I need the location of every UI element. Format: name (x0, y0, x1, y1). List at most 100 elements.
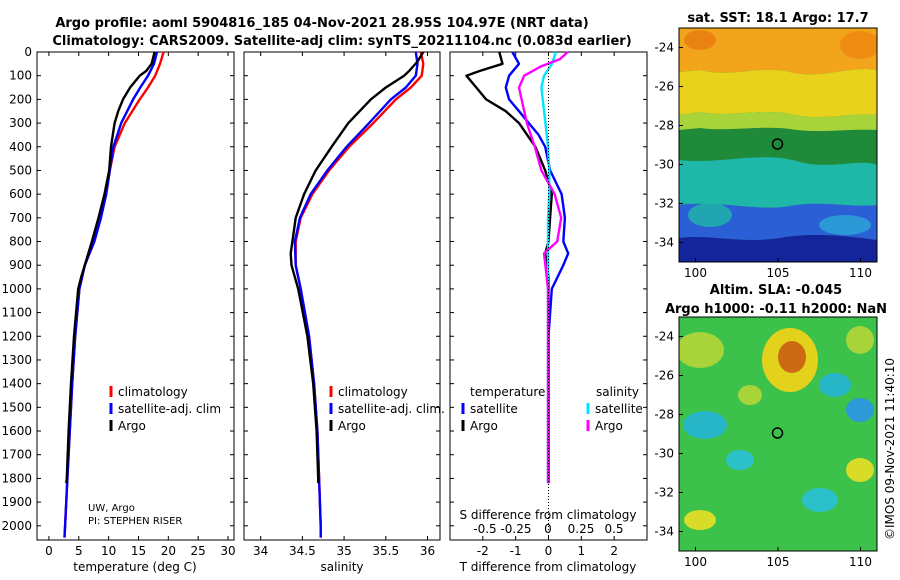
sla-map-title1: Altim. SLA: -0.045 (710, 283, 842, 298)
map-y-tick-label: -34 (654, 236, 674, 250)
sla-float-marker (771, 427, 784, 439)
depth-tick-label: 600 (9, 187, 32, 201)
x-tick-label: 36 (420, 544, 435, 558)
depth-tick-label: 1900 (1, 495, 32, 509)
legend-title-salinity: salinity (596, 385, 639, 399)
salinity-legend: climatology satellite-adj. clim. Argo (329, 385, 445, 433)
credit-line2: PI: STEPHEN RISER (88, 516, 182, 527)
depth-tick-label: 200 (9, 92, 32, 106)
depth-tick-label: 1600 (1, 424, 32, 438)
legend-label: satellite-adj. clim. (338, 402, 445, 416)
legend-label: satellite (595, 402, 643, 416)
temperature-legend: climatology satellite-adj. clim Argo (109, 385, 221, 433)
axis-ticks: 0100200300400500600700800900100011001200… (1, 45, 647, 558)
depth-tick-label: 1300 (1, 353, 32, 367)
s-tick: -0.5 (473, 522, 496, 536)
temperature-axes (36, 51, 235, 541)
depth-tick-label: 1000 (1, 282, 32, 296)
legend-label: satellite-adj. clim (118, 402, 221, 416)
map-y-tick-label: -30 (654, 158, 674, 172)
legend-label: climatology (338, 385, 408, 399)
depth-tick-label: 1400 (1, 377, 32, 391)
depth-tick-label: 400 (9, 140, 32, 154)
x-tick-label: 5 (75, 544, 83, 558)
x-tick-label: 10 (101, 544, 116, 558)
sst-map-title: sat. SST: 18.1 Argo: 17.7 (687, 11, 868, 26)
x-tick-label: 30 (220, 544, 235, 558)
map-x-tick-label: 100 (684, 266, 707, 280)
x-tick-label: 35.5 (372, 544, 399, 558)
sst-map-image (679, 28, 877, 262)
map-y-tick-label: -32 (654, 197, 674, 211)
series-line-t-satellite (504, 51, 570, 484)
map-y-tick-label: -28 (654, 119, 674, 133)
series-line-argo (289, 51, 425, 484)
depth-tick-label: 0 (24, 45, 32, 59)
x-tick-label: 25 (191, 544, 206, 558)
difference-xlabel: T difference from climatology (459, 560, 637, 574)
depth-tick-label: 500 (9, 163, 32, 177)
title-line2: Climatology: CARS2009. Satellite-adj cli… (52, 34, 631, 49)
legend-label: Argo (118, 419, 146, 433)
x-tick-label: 15 (131, 544, 146, 558)
difference-xlabel-top: S difference from climatology (460, 508, 637, 522)
credit-line1: UW, Argo (88, 503, 135, 514)
legend-label: climatology (118, 385, 188, 399)
map-x-tick-label: 105 (767, 555, 790, 569)
map-x-tick-label: 100 (684, 555, 707, 569)
map-y-tick-label: -28 (654, 408, 674, 422)
depth-tick-label: 300 (9, 116, 32, 130)
x-tick-label: 35 (336, 544, 351, 558)
sla-map-title2: Argo h1000: -0.11 h2000: NaN (665, 302, 887, 317)
legend-label: Argo (338, 419, 366, 433)
x-tick-label: 20 (161, 544, 176, 558)
depth-tick-label: 2000 (1, 519, 32, 533)
map-ticks: 100 105 110 -24 -26 -28 -30 -32 -34 100 105 110 -24 -… (654, 41, 872, 570)
salinity-xlabel: salinity (320, 560, 363, 574)
map-x-tick-label: 110 (849, 555, 872, 569)
legend-title-temperature: temperature (470, 385, 545, 399)
x-tick-label: 34.5 (289, 544, 316, 558)
x-tick-label: 0 (545, 544, 553, 558)
x-tick-label: 2 (610, 544, 618, 558)
x-tick-label: -1 (510, 544, 522, 558)
s-tick: 0 (544, 522, 552, 536)
map-y-tick-label: -30 (654, 447, 674, 461)
series-line-s-argo (517, 51, 569, 484)
legend-label: satellite (470, 402, 518, 416)
salinity-axes (243, 51, 441, 541)
profile-lines (63, 51, 570, 538)
map-y-tick-label: -34 (654, 525, 674, 539)
map-y-tick-label: -26 (654, 369, 674, 383)
s-diff-top-ticks: -0.5 -0.25 0 0.25 0.5 (473, 522, 623, 536)
watermark: ©IMOS 09-Nov-2021 11:40:10 (883, 358, 897, 540)
depth-tick-label: 100 (9, 69, 32, 83)
map-y-tick-label: -32 (654, 486, 674, 500)
sst-float-marker (771, 138, 784, 150)
depth-tick-label: 1200 (1, 329, 32, 343)
x-tick-label: 34 (253, 544, 268, 558)
legend-label: Argo (595, 419, 623, 433)
series-line-satellite-adj-clim- (293, 51, 419, 538)
depth-tick-label: 1700 (1, 448, 32, 462)
s-tick: 0.25 (568, 522, 595, 536)
depth-tick-label: 1800 (1, 471, 32, 485)
x-tick-label: -2 (477, 544, 489, 558)
depth-tick-label: 800 (9, 235, 32, 249)
map-x-tick-label: 110 (849, 266, 872, 280)
series-line-climatology (294, 51, 425, 538)
map-x-tick-label: 105 (767, 266, 790, 280)
difference-legend: temperature satellite Argo salinity sate… (461, 385, 643, 433)
x-tick-label: 1 (578, 544, 586, 558)
map-y-tick-label: -24 (654, 41, 674, 55)
s-tick: -0.25 (500, 522, 531, 536)
depth-tick-label: 1500 (1, 400, 32, 414)
depth-tick-label: 1100 (1, 306, 32, 320)
x-tick-label: 0 (45, 544, 53, 558)
depth-tick-label: 700 (9, 211, 32, 225)
s-tick: 0.5 (604, 522, 623, 536)
map-y-tick-label: -26 (654, 80, 674, 94)
depth-tick-label: 900 (9, 258, 32, 272)
title-line1: Argo profile: aoml 5904816_185 04-Nov-20… (55, 16, 588, 31)
